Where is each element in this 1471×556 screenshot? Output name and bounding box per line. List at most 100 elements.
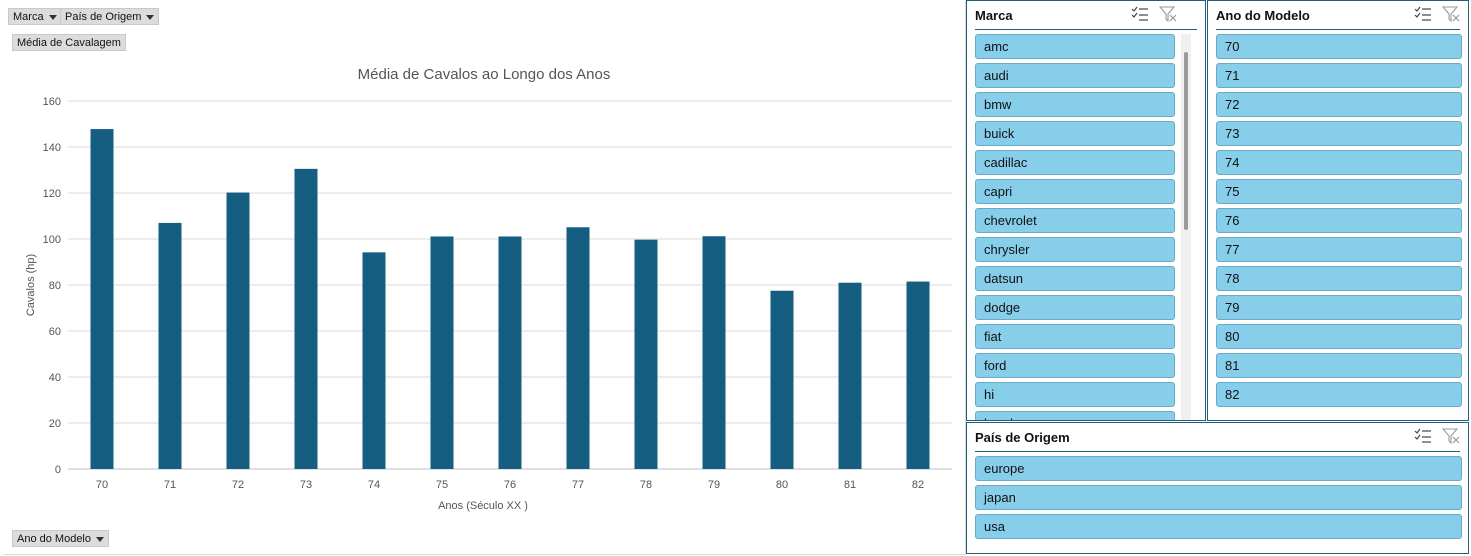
chart-title: Média de Cavalos ao Longo dos Anos [358, 66, 611, 83]
bar-75[interactable] [430, 236, 454, 469]
ano-slicer-item[interactable]: 82 [1216, 382, 1462, 407]
ano-slicer-item[interactable]: 76 [1216, 208, 1462, 233]
marca-slicer-item[interactable]: cadillac [975, 150, 1175, 175]
marca-slicer-item[interactable]: datsun [975, 266, 1175, 291]
pais-field-label: País de Origem [65, 11, 142, 23]
x-tick-label: 76 [504, 479, 516, 491]
marca-slicer-item[interactable]: chevrolet [975, 208, 1175, 233]
y-tick-label: 140 [43, 142, 61, 154]
marca-slicer-item[interactable]: amc [975, 34, 1175, 59]
marca-slicer-item[interactable]: bmw [975, 92, 1175, 117]
pais-slicer-header: País de Origem [975, 423, 1460, 452]
marca-slicer-item[interactable]: audi [975, 63, 1175, 88]
clear-filter-icon[interactable] [1442, 6, 1460, 22]
marca-slicer-title: Marca [975, 8, 1013, 23]
bar-73[interactable] [294, 168, 318, 469]
marca-field-label: Marca [13, 11, 44, 23]
ano-slicer-list: 70 71 72 73 74 75 76 77 78 79 80 81 82 [1216, 34, 1462, 411]
marca-slicer-item[interactable]: hi [975, 382, 1175, 407]
clear-filter-icon[interactable] [1159, 6, 1177, 22]
ano-slicer-item[interactable]: 71 [1216, 63, 1462, 88]
x-tick-label: 80 [776, 479, 788, 491]
bar-82[interactable] [906, 281, 930, 469]
bar-81[interactable] [838, 282, 862, 469]
marca-slicer-item[interactable]: buick [975, 121, 1175, 146]
pais-slicer-list: europe japan usa [975, 456, 1462, 543]
multi-select-icon[interactable] [1414, 428, 1432, 444]
bar-74[interactable] [362, 252, 386, 469]
chevron-down-icon [96, 536, 104, 542]
ano-slicer-item[interactable]: 73 [1216, 121, 1462, 146]
media-value-button[interactable]: Média de Cavalagem [12, 34, 126, 51]
ano-slicer-item[interactable]: 81 [1216, 353, 1462, 378]
y-tick-label: 100 [43, 234, 61, 246]
bar-76[interactable] [498, 236, 522, 469]
scrollbar-thumb[interactable] [1184, 52, 1188, 230]
marca-slicer-item[interactable]: fiat [975, 324, 1175, 349]
bar-chart: Média de Cavalos ao Longo dos Anos Anos … [25, 66, 952, 512]
x-tick-label: 72 [232, 479, 244, 491]
chevron-down-icon [146, 14, 155, 20]
media-field-label: Média de Cavalagem [17, 37, 121, 49]
ano-slicer-title: Ano do Modelo [1216, 8, 1310, 23]
x-tick-label: 82 [912, 479, 924, 491]
x-tick-label: 81 [844, 479, 856, 491]
pais-slicer-item[interactable]: europe [975, 456, 1462, 481]
bar-78[interactable] [634, 239, 658, 469]
marca-slicer-scrollbar[interactable] [1181, 34, 1191, 420]
marca-slicer-item[interactable]: capri [975, 179, 1175, 204]
ano-slicer-item[interactable]: 79 [1216, 295, 1462, 320]
x-axis-label: Anos (Século XX ) [438, 500, 528, 512]
y-tick-label: 20 [49, 418, 61, 430]
pais-slicer: País de Origem europe japan usa [966, 422, 1469, 554]
bar-70[interactable] [90, 129, 114, 469]
y-tick-label: 80 [49, 280, 61, 292]
y-tick-label: 160 [43, 96, 61, 108]
ano-slicer-item[interactable]: 74 [1216, 150, 1462, 175]
bar-79[interactable] [702, 236, 726, 469]
marca-slicer-item[interactable]: ford [975, 353, 1175, 378]
marca-slicer-list: amc audi bmw buick cadillac capri chevrolet chr… [975, 34, 1175, 420]
ano-field-button[interactable]: Ano do Modelo [12, 530, 109, 547]
x-tick-label: 75 [436, 479, 448, 491]
multi-select-icon[interactable] [1414, 6, 1432, 22]
x-tick-label: 79 [708, 479, 720, 491]
pivot-chart-area: Marca País de Origem Média de Cavalagem … [4, 0, 966, 555]
marca-slicer-item[interactable]: honda [975, 411, 1175, 420]
y-axis-label: Cavalos (hp) [25, 254, 37, 316]
ano-slicer-item[interactable]: 80 [1216, 324, 1462, 349]
bar-80[interactable] [770, 290, 794, 469]
ano-slicer-item[interactable]: 75 [1216, 179, 1462, 204]
ano-slicer-item[interactable]: 77 [1216, 237, 1462, 262]
marca-slicer-item[interactable]: chrysler [975, 237, 1175, 262]
y-tick-label: 120 [43, 188, 61, 200]
pais-field-button[interactable]: País de Origem [60, 8, 160, 25]
ano-field-label: Ano do Modelo [17, 533, 91, 545]
x-tick-label: 77 [572, 479, 584, 491]
ano-slicer-header: Ano do Modelo [1216, 1, 1460, 30]
ano-slicer: Ano do Modelo 70 71 72 73 74 75 76 77 78 79 80 81 82 [1207, 0, 1469, 421]
x-tick-label: 78 [640, 479, 652, 491]
bar-71[interactable] [158, 222, 182, 469]
marca-slicer-header: Marca [975, 1, 1197, 30]
ano-slicer-item[interactable]: 70 [1216, 34, 1462, 59]
bar-77[interactable] [566, 227, 590, 469]
x-tick-label: 73 [300, 479, 312, 491]
marca-slicer-item[interactable]: dodge [975, 295, 1175, 320]
y-tick-label: 40 [49, 372, 61, 384]
y-tick-label: 60 [49, 326, 61, 338]
multi-select-icon[interactable] [1131, 6, 1149, 22]
pais-slicer-item[interactable]: japan [975, 485, 1462, 510]
pais-slicer-title: País de Origem [975, 430, 1070, 445]
y-tick-label: 0 [55, 464, 61, 476]
pais-slicer-item[interactable]: usa [975, 514, 1462, 539]
marca-slicer: Marca amc audi bmw buick cadillac capri chevro… [966, 0, 1206, 421]
x-tick-label: 71 [164, 479, 176, 491]
marca-field-button[interactable]: Marca [8, 8, 62, 25]
bar-72[interactable] [226, 192, 250, 470]
ano-slicer-item[interactable]: 78 [1216, 266, 1462, 291]
ano-slicer-item[interactable]: 72 [1216, 92, 1462, 117]
x-tick-label: 74 [368, 479, 380, 491]
clear-filter-icon[interactable] [1442, 428, 1460, 444]
chevron-down-icon [48, 14, 57, 20]
